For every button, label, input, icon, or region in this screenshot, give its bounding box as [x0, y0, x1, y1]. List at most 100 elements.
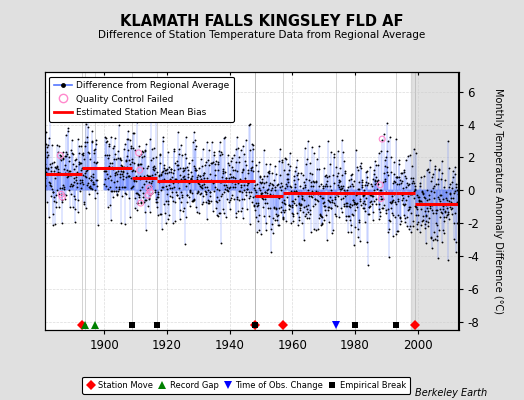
Point — [61, 153, 69, 160]
Point — [187, 168, 195, 175]
Point — [126, 161, 134, 167]
Point — [105, 163, 114, 169]
Point — [308, 144, 316, 151]
Point — [55, 170, 63, 177]
Point — [201, 184, 209, 190]
Point — [316, 211, 324, 217]
Point — [282, 181, 290, 188]
Point — [118, 171, 126, 178]
Point — [323, 204, 332, 211]
Point — [388, 198, 396, 205]
Point — [322, 180, 331, 187]
Point — [304, 192, 313, 199]
Point — [41, 129, 50, 135]
Point — [166, 185, 174, 191]
Point — [418, 218, 427, 224]
Point — [161, 167, 170, 174]
Point — [173, 179, 182, 186]
Point — [332, 190, 340, 196]
Point — [120, 146, 128, 152]
Point — [331, 202, 340, 208]
Point — [68, 137, 77, 143]
Point — [347, 228, 355, 235]
Point — [299, 172, 307, 178]
Point — [398, 197, 406, 204]
Point — [447, 205, 456, 212]
Point — [112, 188, 120, 194]
Point — [229, 174, 237, 180]
Point — [135, 150, 143, 156]
Point — [246, 121, 255, 128]
Point — [172, 162, 181, 168]
Point — [51, 192, 60, 198]
Point — [57, 152, 65, 159]
Point — [441, 200, 449, 207]
Point — [45, 135, 53, 142]
Point — [241, 187, 249, 193]
Point — [375, 201, 383, 208]
Point — [272, 212, 281, 219]
Point — [161, 220, 170, 226]
Point — [137, 200, 145, 206]
Point — [68, 183, 76, 190]
Point — [180, 241, 189, 248]
Point — [59, 184, 68, 190]
Point — [41, 182, 49, 189]
Point — [112, 169, 120, 176]
Point — [454, 202, 462, 208]
Point — [424, 222, 433, 229]
Point — [318, 214, 326, 220]
Point — [86, 177, 95, 184]
Point — [209, 178, 217, 184]
Point — [290, 196, 299, 202]
Point — [324, 207, 332, 214]
Point — [380, 131, 388, 138]
Point — [128, 156, 136, 163]
Point — [398, 178, 407, 185]
Point — [302, 215, 311, 221]
Point — [149, 163, 157, 170]
Point — [315, 143, 323, 149]
Point — [438, 209, 446, 216]
Point — [228, 164, 237, 170]
Point — [362, 195, 370, 202]
Point — [154, 189, 162, 196]
Point — [123, 170, 132, 176]
Point — [427, 234, 435, 240]
Point — [48, 171, 56, 177]
Point — [449, 174, 457, 180]
Point — [414, 198, 423, 205]
Point — [159, 183, 168, 190]
Point — [74, 209, 82, 216]
Point — [438, 158, 446, 164]
Point — [220, 210, 228, 216]
Point — [231, 184, 239, 190]
Point — [423, 219, 432, 225]
Point — [267, 169, 276, 176]
Point — [248, 194, 257, 201]
Point — [299, 209, 308, 216]
Point — [87, 173, 95, 179]
Point — [322, 172, 330, 178]
Point — [202, 159, 210, 165]
Point — [253, 229, 261, 235]
Point — [439, 227, 447, 234]
Point — [435, 166, 443, 172]
Point — [375, 150, 384, 156]
Point — [211, 166, 220, 173]
Point — [407, 175, 415, 182]
Point — [55, 204, 63, 210]
Point — [302, 160, 310, 167]
Point — [448, 211, 456, 217]
Point — [174, 166, 182, 172]
Point — [232, 146, 240, 152]
Point — [326, 182, 335, 189]
Point — [79, 151, 87, 158]
Point — [219, 168, 227, 174]
Point — [88, 128, 96, 134]
Point — [137, 200, 145, 206]
Point — [108, 165, 116, 171]
Point — [286, 163, 294, 169]
Point — [319, 200, 327, 206]
Point — [315, 215, 323, 221]
